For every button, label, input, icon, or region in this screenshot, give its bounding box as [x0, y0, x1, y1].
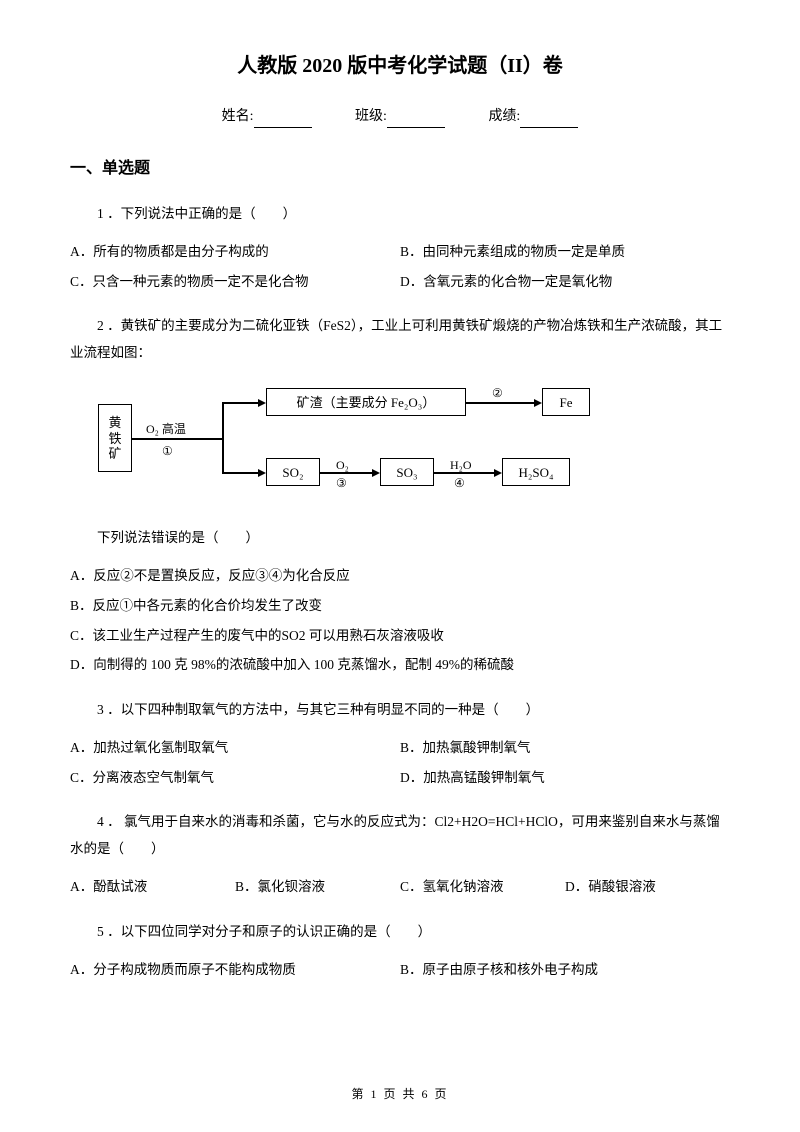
- label-4: ④: [454, 474, 465, 493]
- label-3: ③: [336, 474, 347, 493]
- class-blank[interactable]: [387, 112, 445, 128]
- q2-options: A．反应②不是置换反应，反应③④为化合反应 B．反应①中各元素的化合价均发生了改…: [70, 561, 730, 680]
- q3-opt-d: D．加热高锰酸钾制氧气: [400, 763, 730, 793]
- q1-opt-c: C．只含一种元素的物质一定不是化合物: [70, 267, 400, 297]
- q3-text: 3 ．以下四种制取氧气的方法中，与其它三种有明显不同的一种是（ ）: [70, 696, 730, 723]
- q3-options: A．加热过氧化氢制取氧气 B．加热氯酸钾制氧气 C．分离液态空气制氧气 D．加热…: [70, 733, 730, 792]
- question-3: 3 ．以下四种制取氧气的方法中，与其它三种有明显不同的一种是（ ） A．加热过氧…: [70, 696, 730, 792]
- q4-opt-c: C．氢氧化钠溶液: [400, 872, 565, 902]
- arrow-to-slag: [258, 399, 266, 407]
- q3-opt-a: A．加热过氧化氢制取氧气: [70, 733, 400, 763]
- q1-text: 1 ．下列说法中正确的是（ ）: [70, 200, 730, 227]
- q1-opt-a: A．所有的物质都是由分子构成的: [70, 237, 400, 267]
- label-o2: O₂: [336, 456, 349, 475]
- q2-opt-d: D．向制得的 100 克 98%的浓硫酸中加入 100 克蒸馏水，配制 49%的…: [70, 650, 730, 680]
- q5-opt-a: A．分子构成物质而原子不能构成物质: [70, 955, 400, 985]
- label-o2-hightemp: O₂ 高温: [146, 420, 186, 439]
- line-up: [222, 402, 224, 439]
- label-1: ①: [162, 442, 173, 461]
- question-2: 2 ．黄铁矿的主要成分为二硫化亚铁（FeS2），工业上可利用黄铁矿煅烧的产物冶炼…: [70, 312, 730, 680]
- name-label: 姓名:: [222, 106, 254, 128]
- box-h2so4: H₂SO₄: [502, 458, 570, 486]
- q1-opt-d: D．含氧元素的化合物一定是氧化物: [400, 267, 730, 297]
- q3-opt-c: C．分离液态空气制氧气: [70, 763, 400, 793]
- arrow-so2-so3: [372, 469, 380, 477]
- label-2: ②: [492, 384, 503, 403]
- q2-diagram: 黄铁矿 O₂ 高温 ① 矿渣（主要成分 Fe₂O₃） ② Fe SO₂ O₂ ③…: [98, 376, 618, 506]
- box-so2: SO₂: [266, 458, 320, 486]
- section-heading: 一、单选题: [70, 156, 730, 182]
- box-pyrite: 黄铁矿: [98, 404, 132, 472]
- label-h2o: H₂O: [450, 456, 472, 475]
- score-label: 成绩:: [488, 106, 520, 128]
- q2-text: 2 ．黄铁矿的主要成分为二硫化亚铁（FeS2），工业上可利用黄铁矿煅烧的产物冶炼…: [70, 312, 730, 366]
- box-fe: Fe: [542, 388, 590, 416]
- q2-subtext: 下列说法错误的是（ ）: [70, 524, 730, 551]
- q1-opt-b: B．由同种元素组成的物质一定是单质: [400, 237, 730, 267]
- q4-options: A．酚酞试液 B．氯化钡溶液 C．氢氧化钠溶液 D．硝酸银溶液: [70, 872, 730, 902]
- q4-opt-d: D．硝酸银溶液: [565, 872, 730, 902]
- q4-opt-b: B．氯化钡溶液: [235, 872, 400, 902]
- arrow-to-so2: [258, 469, 266, 477]
- score-blank[interactable]: [520, 112, 578, 128]
- info-line: 姓名: 班级: 成绩:: [70, 106, 730, 128]
- line-to-so2: [222, 472, 262, 474]
- question-5: 5 ．以下四位同学对分子和原子的认识正确的是（ ） A．分子构成物质而原子不能构…: [70, 918, 730, 985]
- line-down: [222, 438, 224, 472]
- q2-opt-c: C．该工业生产过程产生的废气中的SO2 可以用熟石灰溶液吸收: [70, 621, 730, 651]
- box-so3: SO₃: [380, 458, 434, 486]
- page-footer: 第 1 页 共 6 页: [0, 1085, 800, 1104]
- arrow-slag-fe: [534, 399, 542, 407]
- class-label: 班级:: [355, 106, 387, 128]
- q5-options: A．分子构成物质而原子不能构成物质 B．原子由原子核和核外电子构成: [70, 955, 730, 985]
- q1-options: A．所有的物质都是由分子构成的 B．由同种元素组成的物质一定是单质 C．只含一种…: [70, 237, 730, 296]
- q3-opt-b: B．加热氯酸钾制氧气: [400, 733, 730, 763]
- line-to-slag: [222, 402, 262, 404]
- q4-text: 4 ． 氯气用于自来水的消毒和杀菌，它与水的反应式为：Cl2+H2O=HCl+H…: [70, 808, 730, 862]
- page-title: 人教版 2020 版中考化学试题（II）卷: [70, 50, 730, 82]
- q2-opt-a: A．反应②不是置换反应，反应③④为化合反应: [70, 561, 730, 591]
- q4-opt-a: A．酚酞试液: [70, 872, 235, 902]
- box-slag: 矿渣（主要成分 Fe₂O₃）: [266, 388, 466, 416]
- question-1: 1 ．下列说法中正确的是（ ） A．所有的物质都是由分子构成的 B．由同种元素组…: [70, 200, 730, 296]
- q5-text: 5 ．以下四位同学对分子和原子的认识正确的是（ ）: [70, 918, 730, 945]
- question-4: 4 ． 氯气用于自来水的消毒和杀菌，它与水的反应式为：Cl2+H2O=HCl+H…: [70, 808, 730, 902]
- arrow-so3-h2so4: [494, 469, 502, 477]
- name-blank[interactable]: [254, 112, 312, 128]
- q5-opt-b: B．原子由原子核和核外电子构成: [400, 955, 730, 985]
- q2-opt-b: B．反应①中各元素的化合价均发生了改变: [70, 591, 730, 621]
